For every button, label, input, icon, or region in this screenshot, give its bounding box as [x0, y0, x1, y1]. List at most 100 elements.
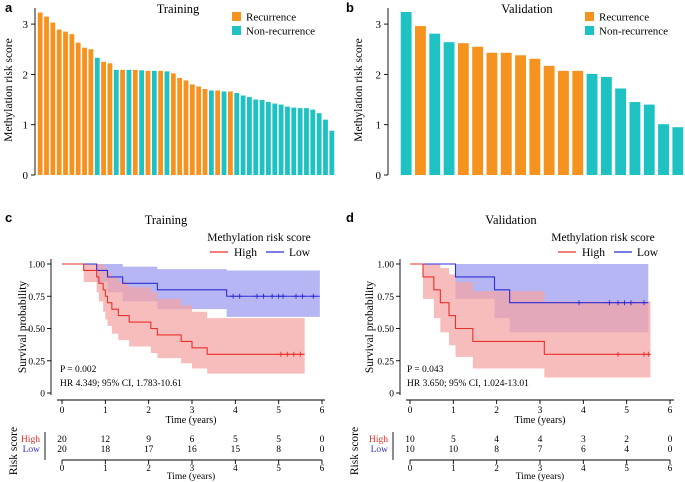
censor-mark-low — [576, 300, 582, 306]
bar-non-recurrence — [240, 95, 246, 175]
bar-recurrence — [177, 77, 183, 175]
risk-count-high: 6 — [190, 435, 195, 445]
risk-table-d-xlabel: Time (years) — [516, 471, 564, 482]
risk-count-low: 16 — [187, 445, 197, 455]
risk-count-high: 10 — [405, 435, 415, 445]
bar-recurrence — [158, 70, 164, 175]
y-tick-label: 2 — [376, 69, 382, 81]
risk-count-low: 10 — [449, 445, 459, 455]
x-tick-label: 3 — [190, 406, 195, 416]
bar-non-recurrence — [291, 107, 297, 175]
bar-non-recurrence — [164, 71, 170, 175]
censor-mark-low — [230, 293, 236, 299]
y-tick-label: 0.25 — [28, 357, 45, 367]
y-tick-label: 0.50 — [377, 325, 394, 335]
chart-c-x-ticks: 0 1 2 3 4 5 6 — [60, 400, 325, 416]
x-tick-label: 5 — [624, 406, 629, 416]
legend-swatch-recurrence-b — [585, 12, 594, 21]
bar-non-recurrence — [259, 100, 265, 175]
x-tick-label: 1 — [451, 406, 456, 416]
risk-count-low: 10 — [405, 445, 415, 455]
censor-mark-low — [254, 293, 260, 299]
bar-recurrence — [202, 88, 208, 175]
x-tick-label: 0 — [408, 406, 413, 416]
bar-recurrence — [543, 65, 555, 175]
censor-mark-low — [280, 293, 286, 299]
y-tick-label: 0 — [23, 170, 29, 182]
risk-count-low: 0 — [668, 445, 673, 455]
bar-recurrence — [170, 73, 176, 175]
chart-c-hr: HR 4.349; 95% CI, 1.783-10.61 — [60, 379, 182, 389]
y-tick-label: 1 — [376, 120, 382, 132]
risk-table-d-x-ticks: 0 1 2 3 4 5 6 — [408, 460, 673, 473]
censor-mark-high — [291, 351, 297, 357]
legend-label-recurrence-b: Recurrence — [599, 12, 649, 24]
chart-c-pvalue: P = 0.002 — [60, 365, 97, 375]
bar-non-recurrence — [221, 91, 227, 175]
risk-count-low: 15 — [231, 445, 241, 455]
legend-label-non-recurrence-b: Non-recurrence — [599, 26, 668, 38]
chart-d-title: Validation — [485, 213, 537, 227]
risk-count-high: 4 — [538, 435, 543, 445]
risk-count-low: 20 — [57, 445, 67, 455]
chart-a-ylabel: Methylation risk score — [3, 38, 15, 141]
bar-recurrence — [44, 16, 49, 175]
risk-count-low: 7 — [538, 445, 543, 455]
chart-b-y-ticks: 0 1 2 3 — [376, 19, 388, 182]
bar-non-recurrence — [208, 90, 214, 175]
risk-x-tick-label: 2 — [146, 463, 151, 473]
bar-non-recurrence — [266, 102, 271, 175]
y-tick-label: 0 — [40, 390, 45, 400]
bar-non-recurrence — [113, 69, 119, 175]
y-tick-label: 3 — [376, 19, 382, 31]
censor-mark-high — [297, 351, 303, 357]
chart-d-pvalue: P = 0.043 — [407, 365, 444, 375]
risk-table-c-label: Risk score — [8, 427, 20, 475]
panel-label-b: b — [346, 0, 354, 15]
bar-recurrence — [529, 58, 541, 175]
risk-count-high: 3 — [581, 435, 586, 445]
x-tick-label: 3 — [538, 406, 543, 416]
panel-b: b Validation Methylation risk score 0 1 2 3… — [346, 0, 684, 182]
risk-count-high: 5 — [233, 435, 238, 445]
bar-recurrence — [120, 69, 126, 175]
y-tick-label: 0.75 — [377, 293, 394, 303]
bar-recurrence — [472, 46, 484, 176]
bar-non-recurrence — [126, 69, 132, 175]
bar-non-recurrence — [246, 97, 252, 175]
risk-x-tick-label: 6 — [320, 463, 325, 473]
bar-non-recurrence — [304, 108, 309, 175]
legend-swatch-recurrence-a — [232, 12, 241, 21]
x-tick-label: 0 — [60, 406, 65, 416]
bar-recurrence — [69, 34, 75, 175]
x-tick-label: 5 — [276, 406, 281, 416]
bar-non-recurrence — [151, 70, 157, 175]
censor-mark-high — [645, 351, 651, 357]
x-tick-label: 6 — [668, 406, 673, 416]
risk-count-high: 0 — [668, 435, 673, 445]
censor-mark-low — [622, 300, 627, 306]
risk-count-low: 8 — [276, 445, 281, 455]
bar-recurrence — [88, 49, 94, 175]
risk-table-c-high-label: High — [21, 435, 40, 445]
risk-x-tick-label: 0 — [60, 463, 65, 473]
panel-a: a Training Methylation risk score 0 1 2 3 R… — [3, 0, 335, 182]
chart-d-x-ticks: 0 1 2 3 4 5 6 — [408, 400, 673, 416]
censor-mark-low — [237, 293, 243, 299]
risk-table-d-label: Risk score — [349, 427, 361, 475]
risk-count-high: 4 — [494, 435, 499, 445]
chart-d-plot-area — [410, 263, 651, 378]
bar-non-recurrence — [234, 93, 240, 175]
risk-table-c-xlabel: Time (years) — [167, 471, 215, 482]
bar-recurrence — [215, 90, 221, 175]
censor-mark-low — [293, 293, 299, 299]
chart-c-plot-area — [62, 263, 320, 374]
risk-count-high: 12 — [101, 435, 111, 445]
risk-table-d-low-label: Low — [371, 445, 389, 455]
chart-a-title: Training — [157, 2, 200, 16]
bar-non-recurrence — [400, 12, 412, 175]
risk-count-high: 20 — [57, 435, 67, 445]
risk-x-tick-label: 4 — [233, 463, 238, 473]
bar-non-recurrence — [658, 124, 669, 175]
risk-table-c-low-label: Low — [23, 445, 41, 455]
